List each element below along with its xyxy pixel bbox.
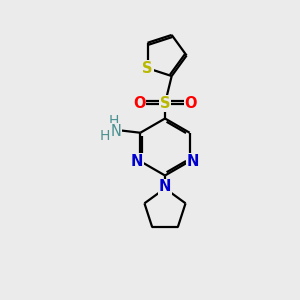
Text: O: O	[133, 96, 146, 111]
Text: N: N	[159, 179, 171, 194]
Text: H: H	[108, 114, 119, 128]
Text: O: O	[184, 96, 197, 111]
Text: H: H	[100, 129, 110, 143]
Text: S: S	[160, 96, 170, 111]
Text: N: N	[130, 154, 143, 169]
Text: N: N	[187, 154, 200, 169]
Text: S: S	[142, 61, 153, 76]
Text: N: N	[111, 124, 122, 139]
